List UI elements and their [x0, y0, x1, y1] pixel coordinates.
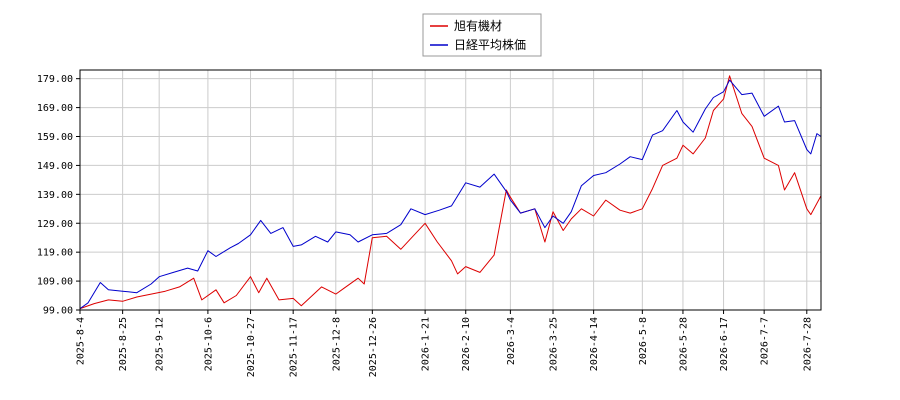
x-tick-label: 2026-7-28 [802, 317, 813, 371]
x-tick-label: 2026-4-14 [589, 317, 600, 371]
x-tick-label: 2026-6-17 [719, 317, 730, 371]
y-tick-label: 179.00 [37, 74, 73, 85]
y-tick-label: 119.00 [37, 248, 73, 259]
x-gridlines [79, 70, 808, 310]
series-line-asahi-yukizai [79, 75, 822, 310]
x-tick-label: 2025-9-12 [155, 317, 166, 371]
series-lines [79, 75, 822, 310]
x-tick-label: 2025-8-25 [118, 317, 129, 371]
legend-label-nikkei: 日経平均株価 [454, 37, 526, 52]
x-tick-label: 2026-5-28 [678, 317, 689, 371]
plot-area-frame [79, 69, 822, 311]
y-axis-tick-labels: 99.00 109.00 119.00 129.00 139.00 149.00 159.0… [37, 74, 80, 317]
x-tick-label: 2026-2-10 [461, 317, 472, 371]
y-tick-label: 129.00 [37, 219, 73, 230]
x-tick-label: 2026-5-8 [638, 317, 649, 365]
legend-label-asahi-yukizai: 旭有機材 [454, 18, 502, 33]
y-tick-label: 169.00 [37, 103, 73, 114]
x-tick-label: 2025-12-8 [331, 317, 342, 371]
y-tick-label: 109.00 [37, 277, 73, 288]
x-tick-label: 2025-12-26 [368, 317, 379, 377]
legend-box [422, 13, 542, 57]
x-tick-label: 2026-3-4 [506, 317, 517, 365]
y-tick-label: 149.00 [37, 161, 73, 172]
x-tick-label: 2025-8-4 [76, 317, 87, 365]
legend: 旭有機材 日経平均株価 [422, 13, 542, 57]
y-tick-label: 159.00 [37, 132, 73, 143]
x-tick-label: 2026-7-7 [760, 317, 771, 365]
y-tick-label: 99.00 [43, 306, 73, 317]
y-gridlines [80, 78, 821, 311]
x-tick-label: 2026-1-21 [421, 317, 432, 371]
x-axis-tick-labels: 2025-8-4 2025-8-25 2025-9-12 2025-10-6 2025-… [76, 310, 813, 377]
series-line-nikkei [79, 79, 822, 310]
x-tick-label: 2025-10-27 [246, 317, 257, 377]
x-tick-label: 2025-11-17 [289, 317, 300, 377]
x-tick-label: 2025-10-6 [203, 317, 214, 371]
x-tick-label: 2026-3-25 [549, 317, 560, 371]
y-tick-label: 139.00 [37, 190, 73, 201]
